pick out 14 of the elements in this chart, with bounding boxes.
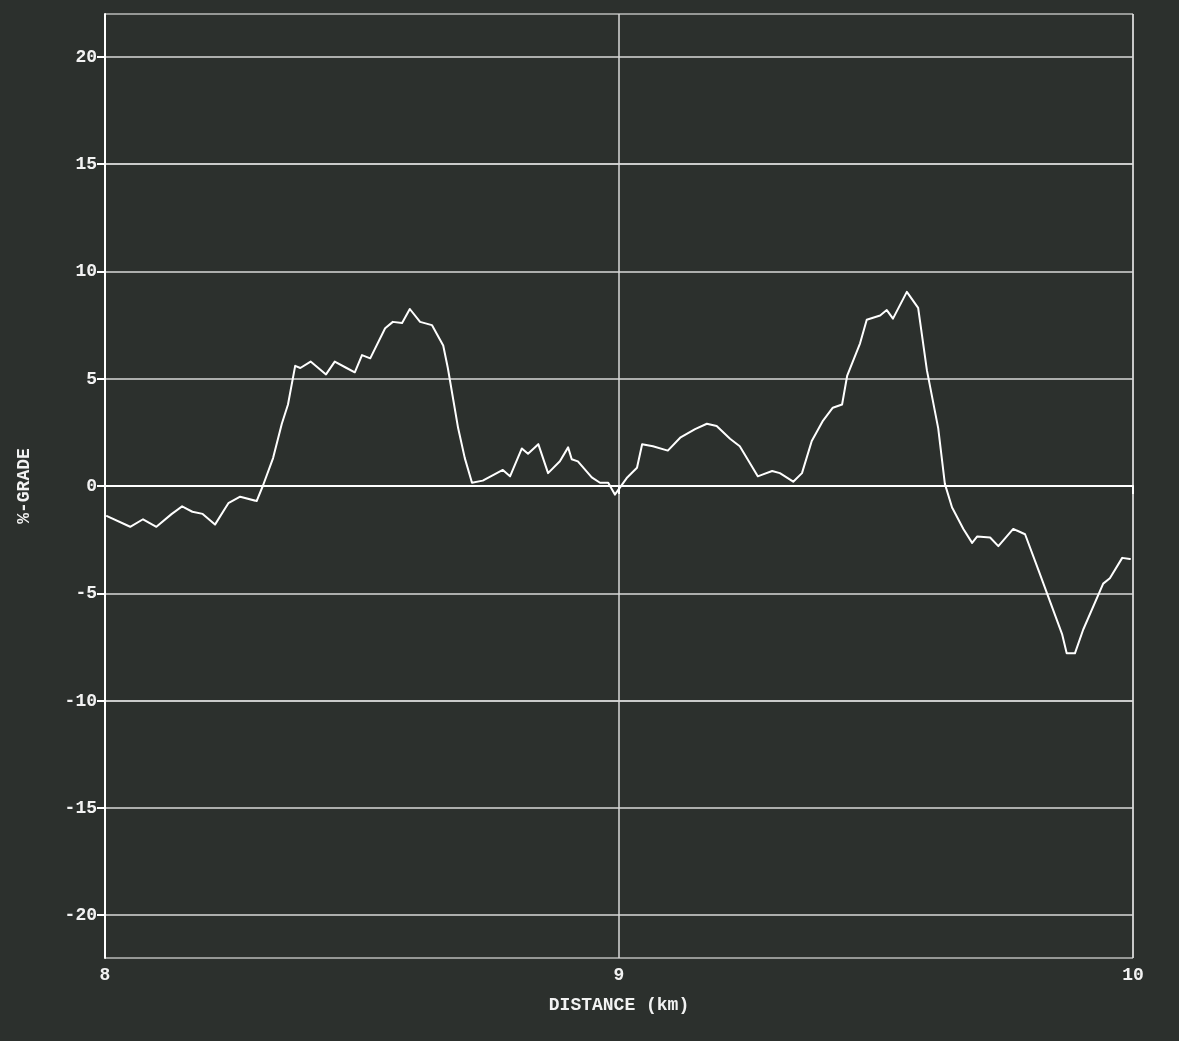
y-tick-label: -20	[64, 905, 97, 926]
x-axis-title: DISTANCE (km)	[548, 995, 690, 1015]
y-axis-title: %-GRADE	[14, 448, 34, 524]
y-tick-label: 20	[75, 46, 97, 67]
y-tick-label: 15	[75, 154, 97, 175]
x-tick-label: 10	[1122, 965, 1144, 985]
y-tick-label: -15	[64, 797, 97, 818]
y-tick-label: 0	[86, 476, 97, 496]
y-tick-label: 5	[86, 368, 97, 389]
y-tick-label: 10	[75, 261, 97, 282]
y-tick-label: -10	[64, 690, 97, 711]
x-tick-label: 8	[99, 965, 111, 985]
x-tick-label: 9	[613, 965, 625, 985]
y-tick-label: -5	[75, 583, 97, 604]
